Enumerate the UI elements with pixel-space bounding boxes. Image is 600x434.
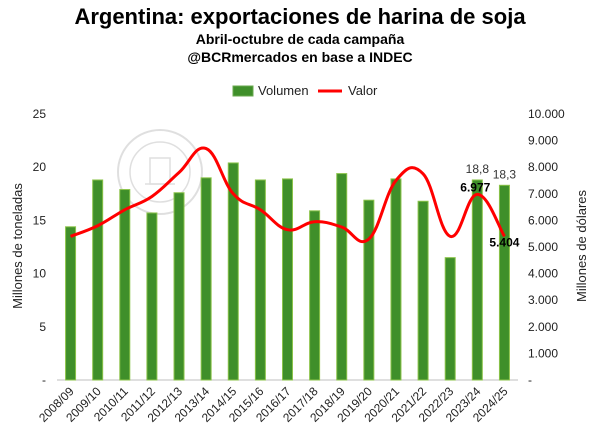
y-right-tick: 7.000	[528, 187, 558, 201]
y-left-tick: 15	[33, 213, 47, 227]
bar-volumen	[146, 212, 158, 381]
bar-volumen	[336, 173, 348, 381]
y-left-tick: -	[42, 373, 46, 387]
y-right-tick: 5.000	[528, 240, 558, 254]
legend-swatch-volumen	[232, 85, 254, 97]
x-axis-labels: 2008/092009/102010/112011/122012/132013/…	[36, 384, 511, 425]
bar-volumen	[282, 178, 293, 381]
line-path-valor	[70, 146, 506, 244]
bar-volumen	[498, 184, 510, 381]
y-right-tick: 9.000	[528, 134, 558, 148]
y-left-tick: 5	[39, 320, 46, 334]
line-valor	[70, 146, 506, 244]
y-left-tick: 20	[33, 160, 47, 174]
y-axis-left-ticks: - 5 10 15 20 25	[33, 107, 47, 387]
bar-volumen	[444, 257, 456, 381]
y-right-tick: 6.000	[528, 213, 558, 227]
title-block: Argentina: exportaciones de harina de so…	[0, 4, 600, 66]
legend-label-volumen: Volumen	[258, 83, 309, 98]
bar-volumen	[363, 199, 375, 381]
bar-volumen	[309, 210, 321, 381]
y-left-tick: 25	[33, 107, 47, 121]
y-right-tick: 1.000	[528, 346, 558, 360]
y-right-tick: -	[528, 373, 532, 387]
watermark-seal	[117, 129, 203, 215]
bar-volumen	[471, 179, 483, 381]
data-label-val-2024-25: 5.404	[489, 235, 519, 249]
y-left-tick: 10	[33, 267, 47, 281]
bar-volumen	[417, 200, 429, 381]
bar-volumen	[200, 177, 212, 381]
chart-subtitle: Abril-octubre de cada campaña	[195, 31, 405, 47]
chart-title: Argentina: exportaciones de harina de so…	[74, 4, 526, 29]
bar-volumen	[92, 179, 104, 381]
y-right-tick: 3.000	[528, 293, 558, 307]
y-right-tick: 8.000	[528, 160, 558, 174]
bar-volumen	[227, 162, 239, 381]
y-axis-right-title: Millones de dólares	[574, 190, 589, 303]
legend-label-valor: Valor	[348, 83, 378, 98]
y-right-tick: 10.000	[528, 107, 565, 121]
legend: Volumen Valor	[232, 83, 378, 98]
bar-volumen	[254, 179, 266, 381]
data-labels: 18,8 18,36.977 5.404	[460, 162, 519, 249]
bar-volumen	[173, 192, 185, 381]
data-label-val-2023-24: 6.977	[460, 180, 490, 194]
data-label-vol-2023-24: 18,8	[466, 162, 490, 176]
chart-source: @BCRmercados en base a INDEC	[187, 49, 413, 65]
bars-volumen	[65, 162, 510, 381]
data-label-vol-2024-25: 18,3	[493, 167, 517, 181]
bar-volumen	[65, 226, 77, 381]
bar-volumen	[119, 189, 131, 381]
bar-volumen	[390, 178, 402, 381]
y-axis-right-ticks: - 1.000 2.000 3.000 4.000 5.000 6.000 7.000 8.00…	[528, 107, 565, 387]
y-axis-left-title: Millones de toneladas	[10, 183, 25, 309]
y-right-tick: 2.000	[528, 320, 558, 334]
y-right-tick: 4.000	[528, 267, 558, 281]
